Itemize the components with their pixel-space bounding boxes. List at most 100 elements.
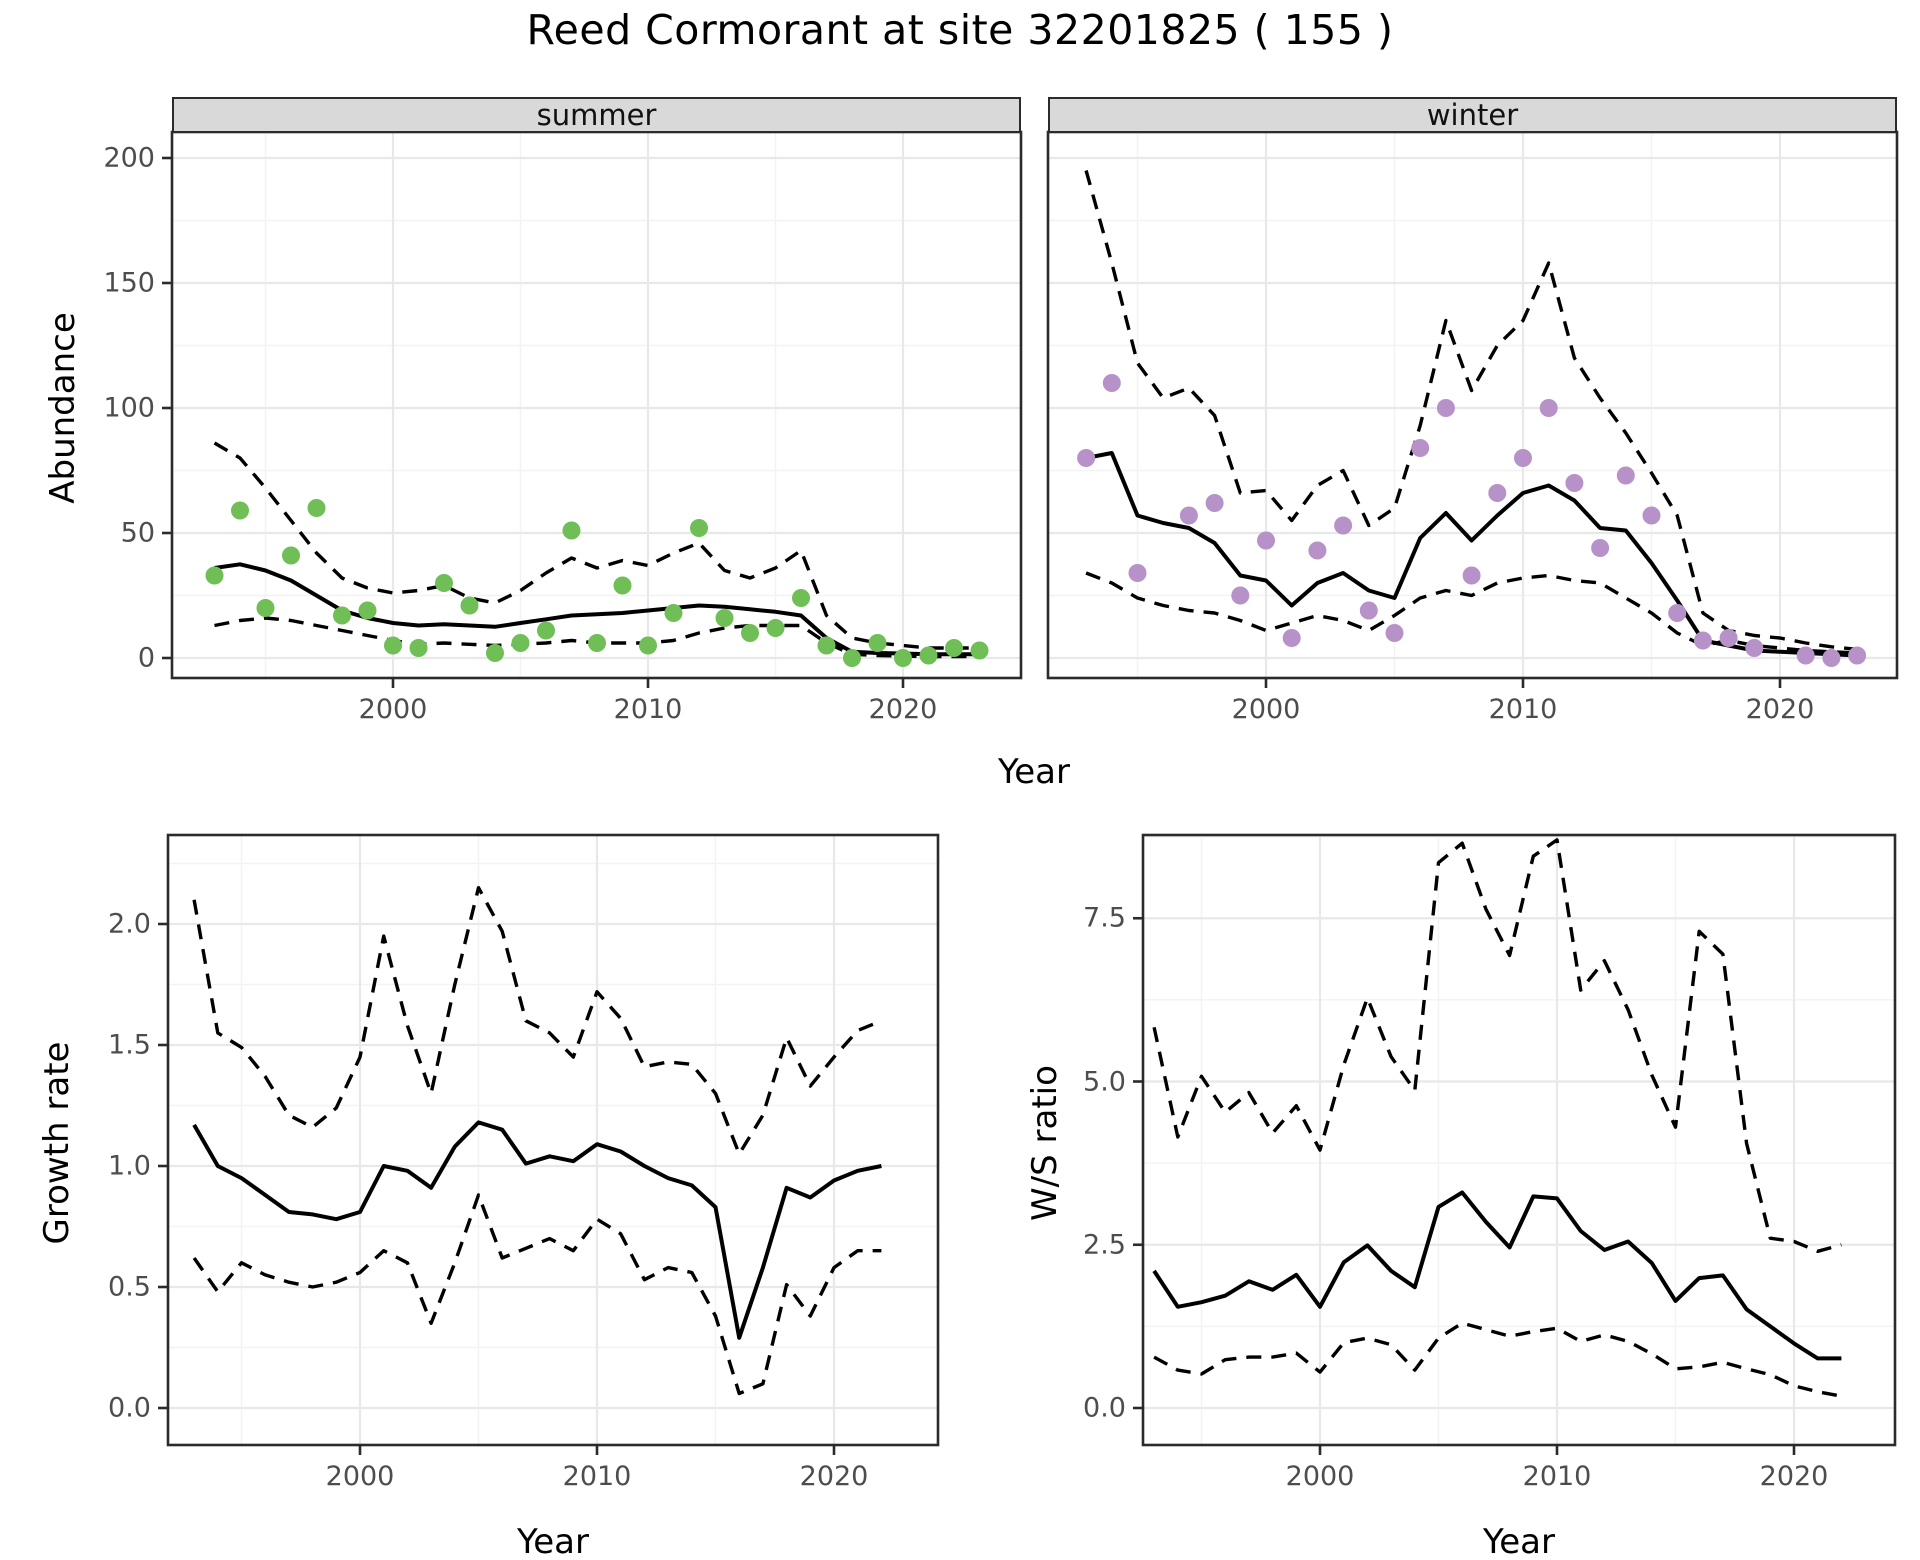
x-axis-title-year-growth: Year [517,1522,589,1560]
winter-data-point [1257,531,1275,550]
growth-y-tick-label: 2.0 [108,908,151,940]
x-axis-title-year-top: Year [998,752,1070,792]
growth-x-tick-label: 2020 [799,1461,869,1492]
growth-growth_rate-line [192,1120,882,1340]
growth-x-tick-label: 2010 [562,1461,632,1492]
summer-y-tick-label: 50 [120,517,155,549]
winter-data-point [1385,624,1404,642]
ws_ratio-y-tick-label: 2.5 [1083,1229,1126,1261]
winter-data-point [1488,484,1507,502]
winter-data-point [1128,564,1147,582]
summer-data-point [409,639,428,657]
winter-lower_ci-line [1085,571,1858,655]
summer-data-point [690,519,708,537]
winter-data-point [1668,604,1687,622]
winter-x-tick-label: 2010 [1488,694,1558,725]
growth-y-tick-label: 0.5 [108,1271,151,1303]
summer-data-point [486,644,504,662]
winter-data-point [1179,506,1198,525]
winter-data-point [1334,516,1353,535]
winter-data-point [1719,629,1738,647]
ws_ratio-panel [1133,833,1897,1455]
summer-data-point [715,609,734,627]
growth-y-tick-label: 1.0 [108,1150,151,1182]
summer-x-tick-label: 2000 [358,694,428,725]
winter-data-point [1436,399,1455,417]
summer-x-tick-label: 2010 [613,694,683,725]
summer-data-point [256,599,275,617]
growth-y-tick-label: 0.0 [108,1392,151,1424]
summer-data-point [307,499,326,517]
winter-data-point [1745,639,1764,657]
winter-data-point [1411,439,1430,457]
summer-data-point [205,566,224,585]
summer-upper_ci-line [213,441,980,650]
ws_ratio-y-tick-label: 0.0 [1083,1392,1126,1424]
summer-data-point [511,634,530,652]
winter-data-point [1848,646,1867,665]
winter-data-point [1282,629,1301,647]
y-axis-title-ws-ratio: W/S ratio [1025,1065,1065,1221]
ws_ratio-upper_ci-line [1152,838,1842,1254]
summer-data-point [282,546,300,565]
ws_ratio-lower_ci-line [1153,1321,1842,1398]
summer-y-tick-label: 150 [103,267,155,299]
summer-data-point [613,576,632,595]
facet-strip-summer: summer [172,97,1021,133]
summer-data-point [231,501,249,520]
summer-data-point [384,636,402,655]
winter-data-point [1231,586,1250,605]
winter-data-point [1693,631,1712,650]
ws_ratio-x-tick-label: 2020 [1759,1461,1829,1492]
winter-x-tick-label: 2000 [1231,694,1301,725]
summer-data-point [741,624,759,642]
y-axis-title-growth-rate: Growth rate [37,1041,77,1245]
winter-data-point [1514,449,1532,467]
winter-data-point [1539,399,1558,417]
winter-data-point [1616,466,1635,485]
winter-data-point [1796,646,1815,665]
summer-data-point [664,604,683,622]
winter-x-tick-label: 2020 [1745,694,1815,725]
summer-x-tick-label: 2020 [868,694,938,725]
summer-data-point [460,596,479,615]
growth-x-tick-label: 2000 [325,1461,395,1492]
winter-data-point [1308,541,1327,560]
plot-title: Reed Cormorant at site 32201825 ( 155 ) [526,6,1394,54]
summer-data-point [766,619,785,637]
facet-strip-winter-label: winter [1426,98,1519,132]
summer-data-point [817,636,836,655]
x-axis-title-year-ws: Year [1483,1522,1555,1560]
summer-data-point [792,589,810,607]
ws_ratio-y-tick-label: 7.5 [1083,902,1126,934]
summer-data-point [639,636,657,655]
growth-upper_ci-line [192,886,883,1156]
growth-panel [158,833,940,1455]
summer-y-tick-label: 0 [137,642,155,674]
y-axis-title-abundance: Abundance [43,312,83,504]
summer-data-point [894,649,912,667]
facet-strip-summer-label: summer [536,98,657,132]
summer-data-point [843,649,861,667]
growth-y-tick-label: 1.5 [108,1029,151,1061]
summer-data-point [537,621,555,640]
winter-data-point [1565,474,1584,492]
winter-data-point [1359,601,1378,620]
ws_ratio-x-tick-label: 2000 [1285,1461,1355,1492]
summer-data-point [562,521,581,540]
winter-data-point [1077,449,1096,467]
facet-strip-winter: winter [1048,97,1897,133]
ws_ratio-x-tick-label: 2010 [1522,1461,1592,1492]
winter-panel [1046,130,1899,688]
summer-panel [162,130,1023,688]
ws_ratio-y-tick-label: 5.0 [1083,1066,1126,1097]
ws_ratio-ws_ratio-line [1152,1190,1842,1361]
summer-data-point [970,641,989,660]
winter-data-point [1822,649,1841,667]
winter-data-point [1462,566,1481,585]
summer-y-tick-label: 100 [103,392,155,424]
summer-data-point [333,606,351,625]
summer-data-point [945,639,963,657]
